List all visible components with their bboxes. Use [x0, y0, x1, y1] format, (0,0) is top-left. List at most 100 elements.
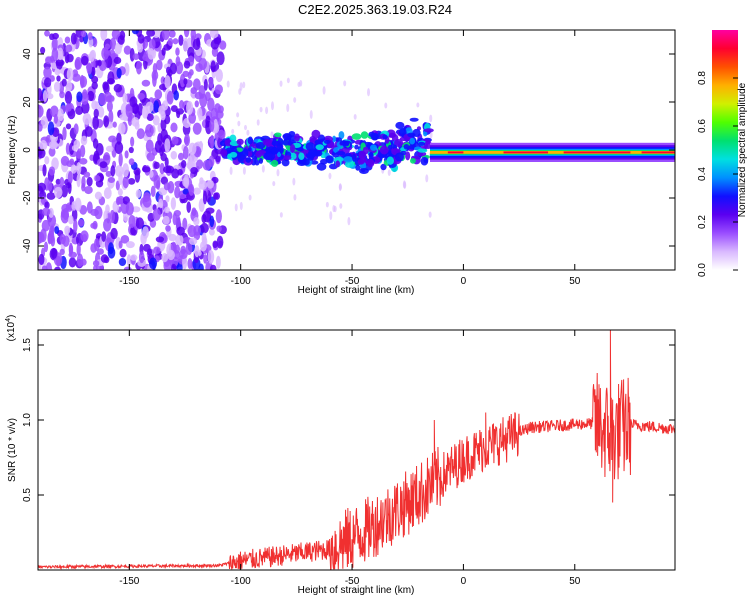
heatmap-cell [347, 217, 351, 226]
colorbar-gradient [712, 30, 738, 270]
heatmap-peak [447, 151, 464, 154]
heatmap-cell [186, 100, 194, 115]
heatmap-cell [169, 62, 177, 75]
heatmap-cell [122, 92, 128, 104]
heatmap-cell [110, 37, 117, 50]
heatmap-cell [224, 139, 232, 147]
heatmap-cell [188, 183, 195, 196]
heatmap-cell [256, 119, 260, 126]
heatmap-cell [92, 115, 100, 130]
heatmap-cell [91, 66, 96, 77]
heatmap-cell [203, 78, 208, 91]
spectrogram-x-axis: -150 -100 -50 0 50 [119, 30, 581, 287]
heatmap-cell [202, 190, 208, 205]
heatmap-cell [118, 122, 126, 135]
heatmap-cell [40, 46, 46, 54]
heatmap-cell [198, 198, 205, 212]
heatmap-peak [503, 151, 549, 154]
heatmap-cell [101, 47, 110, 60]
snr-y-label: SNR (10 * v/v) [7, 418, 18, 482]
heatmap-cell [248, 194, 252, 201]
heatmap-cell [141, 105, 149, 119]
heatmap-cell [76, 253, 84, 267]
heatmap-cell [289, 144, 296, 153]
heatmap-cell [188, 142, 197, 155]
heatmap-cell [355, 164, 361, 171]
heatmap-cell [81, 176, 86, 189]
svg-text:(x104): (x104) [5, 315, 17, 342]
heatmap-cell [62, 207, 69, 221]
heatmap-cell [161, 30, 170, 41]
heatmap-band [430, 150, 675, 154]
heatmap-cell [118, 258, 127, 267]
heatmap-cell [352, 153, 357, 162]
x-tick-label: -100 [231, 576, 251, 587]
heatmap-cell [164, 75, 171, 89]
heatmap-cell [329, 211, 333, 221]
heatmap-cell [386, 156, 394, 165]
heatmap-cell [146, 152, 155, 162]
heatmap-cell [420, 156, 429, 166]
heatmap-cell [231, 128, 235, 134]
heatmap-cell [237, 120, 241, 127]
heatmap-cell [170, 197, 177, 210]
heatmap-cell [131, 116, 140, 127]
heatmap-cell [332, 204, 336, 213]
heatmap-cell [160, 152, 167, 162]
y-tick-label: 1.0 [22, 413, 33, 427]
figure-title: C2E2.2025.363.19.03.R24 [298, 2, 452, 17]
heatmap-cell [137, 103, 144, 116]
y-tick-label: 1.5 [22, 338, 33, 352]
colorbar-tick-label: 0.4 [697, 167, 708, 181]
heatmap-cell [380, 163, 387, 171]
heatmap-cell [49, 33, 55, 41]
heatmap-cell [402, 180, 406, 189]
snr-frame [37, 329, 676, 571]
heatmap-cell [170, 263, 177, 270]
heatmap-cell [187, 46, 195, 59]
heatmap-cell [117, 35, 125, 45]
heatmap-cell [172, 38, 179, 45]
spectrogram-y-label: Frequency (Hz) [7, 116, 18, 185]
heatmap-cell [307, 149, 317, 158]
heatmap-cell [142, 195, 152, 208]
heatmap-cell [71, 144, 78, 151]
heatmap-cell [107, 177, 116, 184]
heatmap-cell [83, 171, 91, 178]
heatmap-cell [164, 206, 170, 214]
heatmap-cell [113, 83, 123, 93]
y-tick-label: -20 [22, 190, 33, 205]
heatmap-cell [193, 217, 200, 226]
heatmap-cell [229, 134, 237, 143]
heatmap-cell [175, 234, 184, 246]
heatmap-cell [147, 48, 155, 60]
heatmap-cell [339, 203, 343, 209]
heatmap-cell [214, 84, 223, 95]
heatmap-cell [125, 104, 133, 118]
heatmap-cell [51, 141, 59, 149]
heatmap-cell [92, 138, 99, 149]
heatmap-cell [129, 96, 138, 108]
snr-panel: -150 -100 -50 0 50 0.5 1.0 1.5 Height of strai… [5, 315, 676, 596]
heatmap-cell [171, 136, 179, 145]
heatmap-cell [125, 241, 135, 249]
heatmap-cell [68, 242, 73, 256]
heatmap-cell [82, 112, 92, 125]
heatmap-cell [86, 176, 93, 187]
heatmap-cell [367, 88, 371, 97]
heatmap-cell [54, 68, 61, 76]
heatmap-cell [79, 158, 88, 165]
heatmap-cell [170, 241, 177, 253]
heatmap-cell [84, 126, 93, 137]
snr-series-line [38, 330, 675, 570]
heatmap-cell [93, 108, 99, 119]
snr-y-axis: 0.5 1.0 1.5 [22, 338, 675, 502]
heatmap-cell [94, 175, 101, 182]
heatmap-cell [77, 219, 85, 227]
heatmap-cell [153, 174, 161, 189]
heatmap-cell [158, 105, 165, 115]
heatmap-cell [209, 215, 215, 228]
heatmap-cell [141, 79, 151, 87]
heatmap-cell [130, 254, 138, 261]
heatmap-cell [193, 225, 201, 236]
